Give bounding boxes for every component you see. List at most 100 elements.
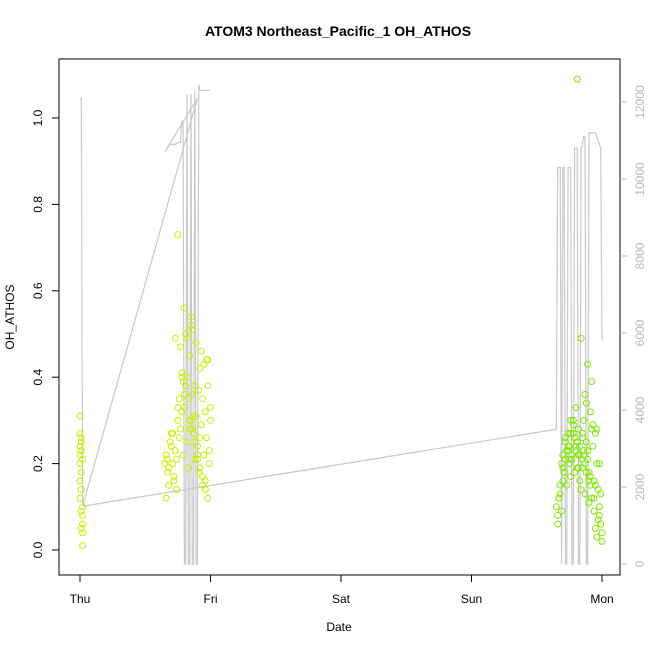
data-point [580,447,588,455]
data-point [77,486,85,494]
data-point [563,481,571,489]
data-point [593,533,601,541]
data-point [572,403,580,411]
data-point [554,511,562,519]
data-point [180,390,188,398]
data-point [77,447,85,455]
data-point [79,529,87,537]
data-point [205,447,213,455]
data-point [76,429,84,437]
data-point [180,304,188,312]
right-y-axis: 0 2000 4000 6000 8000 10000 12000 [620,85,647,567]
data-point [182,330,190,338]
data-point [196,434,204,442]
data-point [567,416,575,424]
data-point [174,403,182,411]
data-point [591,524,599,532]
data-point [586,408,594,416]
y-tick-label: 0.0 [31,541,45,558]
data-point [173,455,181,463]
data-point [188,326,196,334]
y2-tick-label: 4000 [633,396,647,423]
data-point [560,468,568,476]
data-point [187,313,195,321]
data-point [588,425,596,433]
data-point [556,490,564,498]
data-point [76,460,84,468]
data-point [559,464,567,472]
data-point [171,447,179,455]
data-point [76,442,84,450]
data-point [186,425,194,433]
data-point [79,520,87,528]
data-point [581,490,589,498]
data-point [184,464,192,472]
data-point [165,464,173,472]
data-point [561,455,569,463]
data-point [575,464,583,472]
data-point [188,425,196,433]
data-point [196,464,204,472]
data-point [77,507,85,515]
x-axis-label: Date [326,620,352,634]
data-point [582,438,590,446]
data-point [578,434,586,442]
data-point [79,542,87,550]
data-point [554,520,562,528]
data-point [591,429,599,437]
data-point [572,442,580,450]
data-point [204,494,212,502]
x-tick-label: Sun [461,592,482,606]
data-point [576,442,584,450]
data-point [79,511,87,519]
data-point [204,356,212,364]
x-axis: Thu Fri Sat Sun Mon [70,575,614,606]
line-series [80,84,603,565]
data-point [591,481,599,489]
data-point [76,477,84,485]
data-point [199,395,207,403]
data-point [595,503,603,511]
data-point [585,477,593,485]
data-point [593,460,601,468]
data-point [552,503,560,511]
data-point [170,477,178,485]
data-point [192,339,200,347]
data-point [76,412,84,420]
data-point [190,429,198,437]
y2-tick-label: 12000 [633,85,647,119]
data-point [588,494,596,502]
data-point [575,425,583,433]
data-point [169,429,177,437]
y-tick-label: 1.0 [31,109,45,126]
left-y-axis: 0.0 0.2 0.4 0.6 0.8 1.0 [31,109,59,558]
data-point [576,477,584,485]
data-point [162,494,170,502]
x-tick-label: Sat [332,592,351,606]
data-point [205,460,213,468]
data-point [565,455,573,463]
data-point [597,520,605,528]
data-point [188,390,196,398]
data-point [581,390,589,398]
data-point [169,460,177,468]
data-point [568,455,576,463]
data-point [586,481,594,489]
data-point [559,477,567,485]
data-point [567,473,575,481]
y2-tick-label: 2000 [633,473,647,500]
data-point [569,416,577,424]
data-point [595,460,603,468]
data-point [588,378,596,386]
data-point [178,369,186,377]
data-point [76,494,84,502]
data-point [197,347,205,355]
data-point [186,352,194,360]
data-point [173,486,181,494]
data-point [578,429,586,437]
data-point [580,416,588,424]
data-point [201,408,209,416]
data-point [166,438,174,446]
data-point [199,473,207,481]
